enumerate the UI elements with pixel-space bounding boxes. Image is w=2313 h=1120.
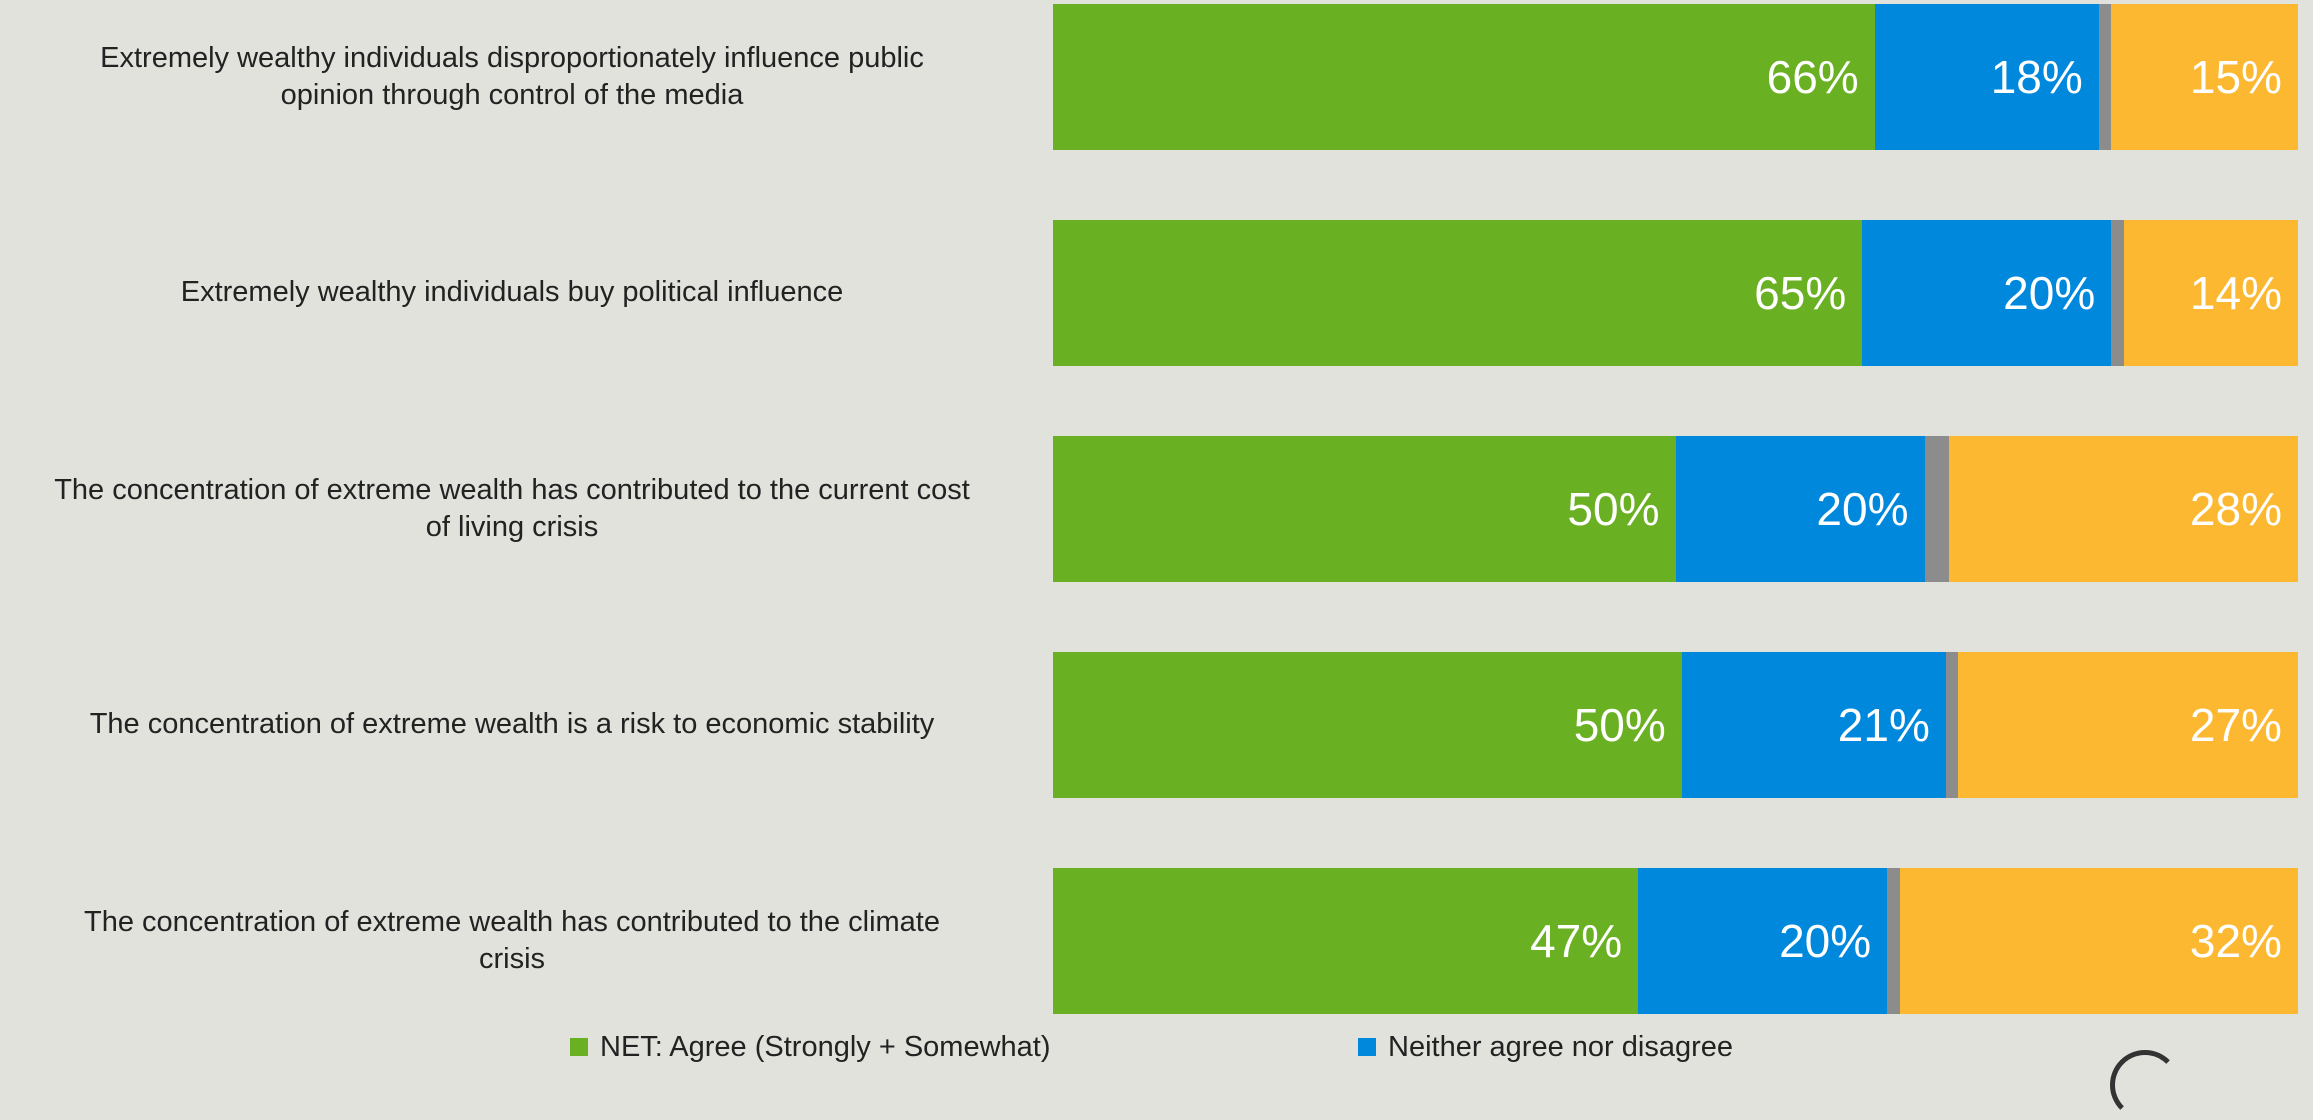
category-label: The concentration of extreme wealth has … bbox=[0, 868, 1024, 1014]
legend-label-neither: Neither agree nor disagree bbox=[1388, 1030, 1733, 1063]
category-label: The concentration of extreme wealth is a… bbox=[0, 652, 1024, 798]
category-label-text: The concentration of extreme wealth is a… bbox=[90, 706, 935, 743]
bar-segment bbox=[2111, 220, 2124, 366]
data-label: 65% bbox=[1754, 267, 1847, 319]
data-label: 28% bbox=[2189, 483, 2282, 535]
bar-segment bbox=[1887, 868, 1900, 1014]
legend-item-agree: NET: Agree (Strongly + Somewhat) bbox=[570, 1030, 1051, 1064]
bar-segment: 18% bbox=[1874, 4, 2099, 150]
category-label-line: The concentration of extreme wealth has … bbox=[54, 473, 970, 506]
data-label: 18% bbox=[1990, 51, 2083, 103]
data-label: 21% bbox=[1837, 699, 1930, 751]
bar-row: 50% 20% 28% bbox=[1053, 436, 2298, 582]
data-label: 27% bbox=[2189, 699, 2282, 751]
bar-segment: 20% bbox=[1675, 436, 1925, 582]
category-label-line: crisis bbox=[478, 943, 546, 975]
bar-row: 47% 20% 32% bbox=[1053, 868, 2298, 1014]
bar-segment: 47% bbox=[1053, 868, 1639, 1014]
category-label-line: of living crisis bbox=[425, 511, 599, 543]
bar-segment bbox=[2098, 4, 2112, 150]
bar-segment: 50% bbox=[1053, 652, 1682, 798]
category-label-text: Extremely wealthy individuals buy politi… bbox=[181, 274, 844, 311]
data-label: 20% bbox=[2003, 267, 2096, 319]
data-label: 15% bbox=[2189, 51, 2282, 103]
stacked-bar-chart: Extremely wealthy individuals disproport… bbox=[0, 4, 2298, 1120]
bar-segment bbox=[1924, 436, 1950, 582]
category-label-line: opinion through control of the media bbox=[280, 79, 744, 111]
logo-mark bbox=[2110, 1050, 2180, 1120]
legend-swatch-neither bbox=[1358, 1038, 1376, 1056]
category-label-line: The concentration of extreme wealth has … bbox=[84, 905, 940, 938]
data-label: 20% bbox=[1816, 483, 1909, 535]
bar-row: 50% 21% 27% bbox=[1053, 652, 2298, 798]
bar-segment: 50% bbox=[1053, 436, 1676, 582]
bar-segment: 15% bbox=[2111, 4, 2298, 150]
category-label-line: Extremely wealthy individuals disproport… bbox=[100, 41, 924, 74]
bar-row: 65% 20% 14% bbox=[1053, 220, 2298, 366]
category-label-line: Extremely wealthy individuals buy politi… bbox=[180, 276, 844, 309]
category-label: The concentration of extreme wealth has … bbox=[0, 436, 1024, 582]
bar-segment bbox=[1945, 652, 1959, 798]
bar-segment: 65% bbox=[1053, 220, 1863, 366]
data-label: 50% bbox=[1573, 699, 1666, 751]
bar-segment: 20% bbox=[1638, 868, 1888, 1014]
data-label: 32% bbox=[2189, 915, 2282, 967]
bar-segment: 14% bbox=[2123, 220, 2298, 366]
data-label: 50% bbox=[1567, 483, 1660, 535]
category-label: Extremely wealthy individuals disproport… bbox=[0, 4, 1024, 150]
category-label-text: The concentration of extreme wealth has … bbox=[84, 904, 940, 978]
bar-segment: 66% bbox=[1053, 4, 1875, 150]
legend-item-neither: Neither agree nor disagree bbox=[1358, 1030, 1733, 1064]
bar-segment: 20% bbox=[1862, 220, 2112, 366]
category-label-text: The concentration of extreme wealth has … bbox=[54, 472, 970, 546]
category-label-text: Extremely wealthy individuals disproport… bbox=[100, 40, 924, 114]
legend-label-agree: NET: Agree (Strongly + Somewhat) bbox=[600, 1030, 1051, 1063]
bar-segment: 32% bbox=[1899, 868, 2298, 1014]
bar-segment: 27% bbox=[1958, 652, 2298, 798]
data-label: 20% bbox=[1779, 915, 1872, 967]
category-label: Extremely wealthy individuals buy politi… bbox=[0, 220, 1024, 366]
bar-row: 66% 18% 15% bbox=[1053, 4, 2298, 150]
data-label: 47% bbox=[1530, 915, 1623, 967]
data-label: 14% bbox=[2189, 267, 2282, 319]
category-label-line: The concentration of extreme wealth is a… bbox=[89, 708, 935, 741]
data-label: 66% bbox=[1766, 51, 1859, 103]
legend-swatch-agree bbox=[570, 1038, 588, 1056]
bar-segment: 28% bbox=[1949, 436, 2298, 582]
bar-segment: 21% bbox=[1681, 652, 1946, 798]
